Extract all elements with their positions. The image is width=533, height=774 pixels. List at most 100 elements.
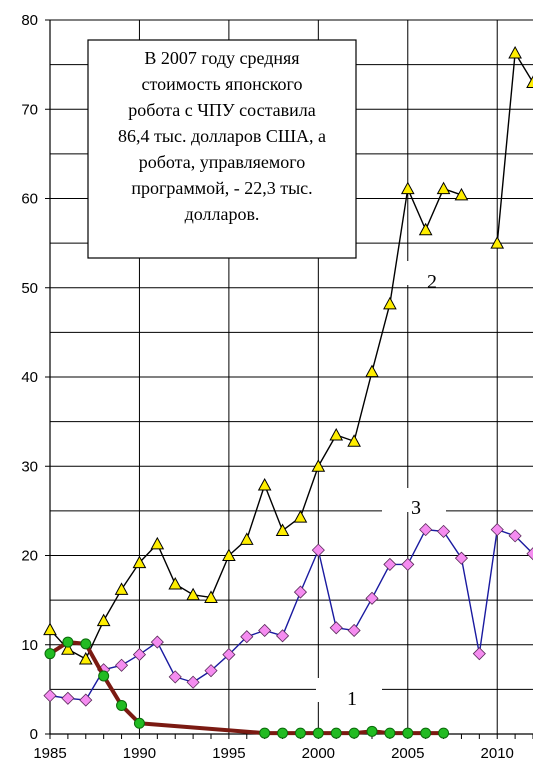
data-point — [43, 689, 57, 703]
data-point — [293, 510, 308, 523]
data-point — [329, 427, 344, 441]
y-tick-label: 70 — [21, 101, 38, 118]
annotation-line: В 2007 году средняя — [144, 48, 299, 68]
data-point — [454, 187, 469, 201]
data-point — [400, 181, 415, 195]
data-point — [150, 635, 164, 649]
data-point — [259, 727, 271, 739]
tick-layer: 0 10 20 30 40 50 60 70 80 1985 1990 1995 2000 2005 201… — [21, 12, 514, 762]
series-line — [49, 187, 462, 660]
data-point — [418, 222, 433, 236]
data-point — [44, 648, 56, 660]
data-point — [132, 648, 147, 662]
data-point — [419, 523, 433, 537]
series-label-backdrop — [316, 678, 382, 702]
data-point — [347, 434, 361, 447]
data-point — [490, 523, 504, 537]
data-point — [383, 557, 397, 571]
data-point — [401, 557, 415, 571]
annotation-line: программой, - 22,3 тыс. — [131, 178, 312, 198]
data-point — [330, 727, 342, 739]
data-point — [186, 587, 200, 601]
data-point — [78, 651, 93, 665]
data-point — [168, 577, 183, 590]
data-point — [526, 547, 533, 561]
annotation-line: робота, управляемого — [139, 152, 305, 172]
series-2 — [43, 45, 533, 665]
data-point — [436, 524, 451, 538]
series-line — [48, 640, 444, 736]
x-tick-label: 2005 — [391, 745, 424, 762]
x-tick-label: 1990 — [123, 745, 156, 762]
data-point — [114, 582, 129, 595]
data-point — [43, 622, 57, 636]
data-point — [204, 664, 218, 678]
data-point — [436, 181, 451, 195]
data-point — [454, 551, 469, 565]
series-line — [496, 52, 533, 244]
x-tick-label: 1995 — [212, 745, 245, 762]
series-label-backdrop — [398, 261, 458, 285]
data-point — [472, 647, 486, 661]
y-tick-label: 50 — [21, 280, 38, 297]
data-point — [61, 691, 75, 705]
data-point — [62, 636, 74, 648]
data-point — [294, 727, 306, 739]
data-point — [329, 621, 343, 635]
annotation-line: стоимость японского — [142, 74, 303, 94]
data-point — [508, 45, 522, 59]
series-1 — [44, 636, 450, 739]
series-line — [49, 528, 533, 701]
data-point — [168, 670, 182, 684]
x-tick-label: 2000 — [302, 745, 335, 762]
data-point — [383, 296, 397, 310]
annotation-line: робота с ЧПУ составила — [128, 100, 316, 120]
series-layer — [43, 45, 533, 739]
data-point — [275, 523, 290, 537]
data-point — [526, 75, 533, 88]
series-3 — [43, 523, 533, 707]
series-label-layer: 1 2 3 — [316, 261, 458, 710]
data-point — [311, 459, 326, 472]
data-point — [240, 630, 254, 644]
y-tick-label: 0 — [30, 726, 38, 743]
data-point — [366, 725, 378, 737]
data-point — [420, 727, 432, 739]
series-label: 1 — [347, 688, 357, 710]
data-point — [277, 727, 289, 739]
data-point — [347, 623, 361, 638]
data-point — [311, 543, 325, 557]
y-tick-label: 10 — [21, 637, 38, 654]
data-point — [186, 675, 200, 689]
data-point — [438, 727, 450, 739]
annotation-line: 86,4 тыс. долларов США, а — [118, 126, 326, 146]
annotation-line: долларов. — [185, 204, 260, 224]
data-point — [275, 629, 290, 643]
data-point — [508, 529, 522, 543]
data-point — [258, 623, 272, 638]
data-point — [132, 555, 147, 569]
data-point — [365, 364, 379, 378]
data-point — [239, 532, 254, 545]
data-point — [114, 658, 129, 672]
data-point — [348, 727, 360, 739]
data-point — [312, 727, 324, 739]
data-point — [150, 536, 165, 550]
annotation-box: В 2007 году средняя стоимость японского … — [87, 39, 357, 259]
y-tick-label: 30 — [21, 458, 38, 475]
data-point — [98, 670, 110, 682]
data-point — [116, 699, 128, 711]
data-point — [293, 585, 308, 599]
data-point — [257, 477, 272, 491]
series-label: 3 — [411, 497, 421, 519]
data-point — [204, 590, 218, 603]
data-point — [61, 642, 75, 655]
series-label: 2 — [427, 271, 437, 293]
y-tick-label: 60 — [21, 191, 38, 208]
data-point — [80, 638, 92, 650]
data-point — [222, 648, 236, 662]
data-point — [384, 727, 396, 739]
data-point — [79, 693, 93, 707]
